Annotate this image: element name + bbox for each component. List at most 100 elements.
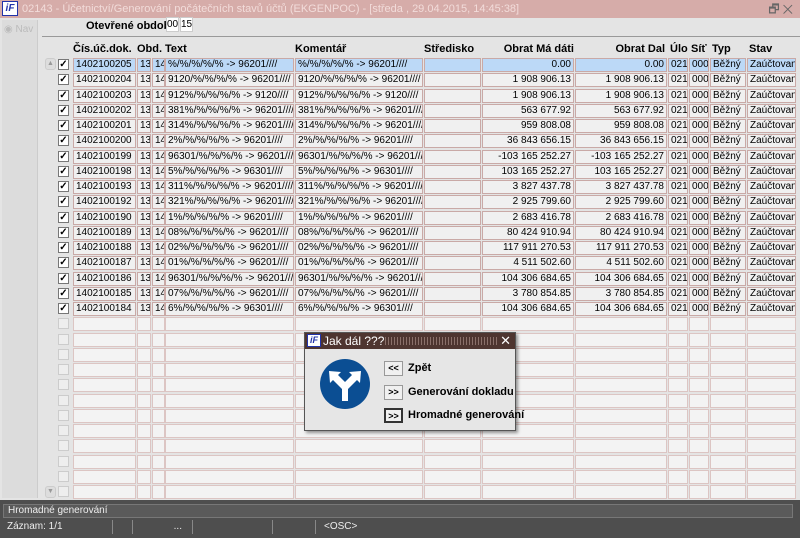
cell-doc-number[interactable]: 1402100187	[73, 256, 136, 271]
cell-period-from[interactable]: 13	[137, 164, 151, 179]
cell-text[interactable]	[165, 347, 294, 362]
cell-credit[interactable]: 1 908 906.13	[575, 73, 667, 88]
cell-period-from[interactable]: 13	[137, 210, 151, 225]
row-checkbox[interactable]: ✓	[58, 150, 69, 162]
header-col-ulo[interactable]: Úlo	[670, 43, 688, 55]
cell-text[interactable]: 314%/%/%/%/% -> 96201////	[165, 119, 294, 133]
window-controls[interactable]: 🗗✕	[768, 2, 796, 16]
cell-type[interactable]: Běžný	[710, 271, 746, 286]
cell-sit[interactable]: 000	[689, 256, 709, 271]
drag-handle[interactable]	[385, 337, 497, 345]
scroll-down-button[interactable]: ▼	[45, 486, 56, 498]
cell-ulo[interactable]: 021	[668, 88, 688, 103]
row-checkbox[interactable]: ✓	[58, 196, 69, 208]
cell-state[interactable]: Zaúčtovaný	[747, 119, 796, 133]
cell-period-from[interactable]: 13	[137, 271, 151, 286]
row-checkbox[interactable]: ✓	[58, 89, 69, 101]
cell-ulo[interactable]	[668, 332, 688, 347]
cell-state[interactable]: Zaúčtovaný	[747, 195, 796, 210]
cell-text[interactable]: 01%/%/%/%/% -> 96201////	[165, 256, 294, 271]
row-checkbox[interactable]	[58, 348, 69, 360]
header-col-center[interactable]: Středisko	[424, 43, 475, 55]
cell-debit[interactable]: 1 908 906.13	[482, 88, 574, 103]
cell-state[interactable]	[747, 439, 796, 454]
cell-type[interactable]: Běžný	[710, 58, 746, 72]
table-row[interactable]	[0, 393, 800, 409]
row-checkbox[interactable]: ✓	[58, 257, 69, 269]
cell-text[interactable]	[165, 408, 294, 423]
cell-type[interactable]: Běžný	[710, 119, 746, 133]
cell-period-from[interactable]: 13	[137, 58, 151, 72]
cell-period-from[interactable]: 13	[137, 256, 151, 271]
cell-period-to[interactable]	[152, 408, 165, 423]
scroll-up-button[interactable]: ▲	[45, 58, 56, 70]
cell-credit[interactable]: 103 165 252.27	[575, 164, 667, 179]
header-col-period[interactable]: Obd.	[137, 43, 163, 55]
cell-text[interactable]: 912%/%/%/%/% -> 9120////	[165, 88, 294, 103]
cell-comment[interactable]: 6%/%/%/%/% -> 96301////	[295, 302, 423, 316]
cell-type[interactable]	[710, 424, 746, 438]
cell-period-from[interactable]	[137, 347, 151, 362]
cell-period-to[interactable]	[152, 363, 165, 377]
cell-sit[interactable]	[689, 439, 709, 454]
cell-text[interactable]	[165, 454, 294, 469]
row-checkbox[interactable]	[58, 379, 69, 391]
header-col-credit[interactable]: Obrat Dal	[615, 43, 665, 55]
cell-center[interactable]	[424, 134, 481, 149]
cell-period-from[interactable]	[137, 393, 151, 408]
cell-doc-number[interactable]	[73, 317, 136, 332]
cell-text[interactable]	[165, 469, 294, 484]
cell-credit[interactable]: 80 424 910.94	[575, 225, 667, 240]
cell-debit[interactable]: 3 827 437.78	[482, 180, 574, 194]
cell-type[interactable]: Běžný	[710, 210, 746, 225]
header-col-sit[interactable]: Síť	[691, 43, 707, 55]
cell-type[interactable]	[710, 317, 746, 332]
cell-period-from[interactable]	[137, 317, 151, 332]
cell-sit[interactable]: 000	[689, 225, 709, 240]
cell-text[interactable]	[165, 378, 294, 393]
cell-center[interactable]	[424, 454, 481, 469]
row-checkbox[interactable]	[58, 455, 69, 467]
table-row[interactable]: ✓1402100199131496301/%/%/%/% -> 96201///…	[0, 149, 800, 165]
cell-center[interactable]	[424, 302, 481, 316]
cell-state[interactable]	[747, 378, 796, 393]
cell-ulo[interactable]	[668, 424, 688, 438]
cell-period-from[interactable]: 13	[137, 119, 151, 133]
cell-period-to[interactable]: 14	[152, 210, 165, 225]
cell-period-from[interactable]: 13	[137, 149, 151, 164]
cell-text[interactable]: 1%/%/%/%/% -> 96201////	[165, 210, 294, 225]
table-row[interactable]	[0, 317, 800, 332]
cell-text[interactable]: 5%/%/%/%/% -> 96301////	[165, 164, 294, 179]
cell-period-to[interactable]: 14	[152, 73, 165, 88]
cell-debit[interactable]: 3 780 854.85	[482, 286, 574, 301]
cell-state[interactable]	[747, 469, 796, 484]
cell-center[interactable]	[424, 210, 481, 225]
table-row[interactable]: ✓1402100188131402%/%/%/%/% -> 96201////0…	[0, 241, 800, 256]
cell-sit[interactable]: 000	[689, 180, 709, 194]
cell-doc-number[interactable]: 1402100198	[73, 164, 136, 179]
cell-ulo[interactable]: 021	[668, 58, 688, 72]
cell-credit[interactable]: 959 808.08	[575, 119, 667, 133]
cell-text[interactable]: %/%/%/%/% -> 96201////	[165, 58, 294, 72]
cell-period-from[interactable]	[137, 378, 151, 393]
header-col-type[interactable]: Typ	[712, 43, 731, 55]
table-row[interactable]: ✓14021002031314912%/%/%/%/% -> 9120////9…	[0, 88, 800, 104]
cell-text[interactable]	[165, 485, 294, 499]
cell-comment[interactable]: 02%/%/%/%/% -> 96201////	[295, 241, 423, 255]
cell-credit[interactable]: 4 511 502.60	[575, 256, 667, 271]
cell-period-to[interactable]: 14	[152, 58, 165, 72]
cell-period-to[interactable]	[152, 424, 165, 438]
row-checkbox[interactable]	[58, 364, 69, 375]
header-col-doc-number[interactable]: Čís.úč.dok.	[73, 43, 132, 55]
row-checkbox[interactable]: ✓	[58, 226, 69, 238]
cell-type[interactable]	[710, 347, 746, 362]
cell-period-from[interactable]	[137, 485, 151, 499]
table-row[interactable]: ✓14021001921314321%/%/%/%/% -> 96201////…	[0, 195, 800, 210]
cell-period-to[interactable]: 14	[152, 286, 165, 301]
table-row[interactable]: ✓14021002021314381%/%/%/%/% -> 96201////…	[0, 103, 800, 119]
cell-sit[interactable]: 000	[689, 164, 709, 179]
cell-doc-number[interactable]: 1402100202	[73, 103, 136, 118]
cell-period-to[interactable]: 14	[152, 195, 165, 210]
cell-period-from[interactable]: 13	[137, 180, 151, 194]
cell-comment[interactable]: 2%/%/%/%/% -> 96201////	[295, 134, 423, 149]
